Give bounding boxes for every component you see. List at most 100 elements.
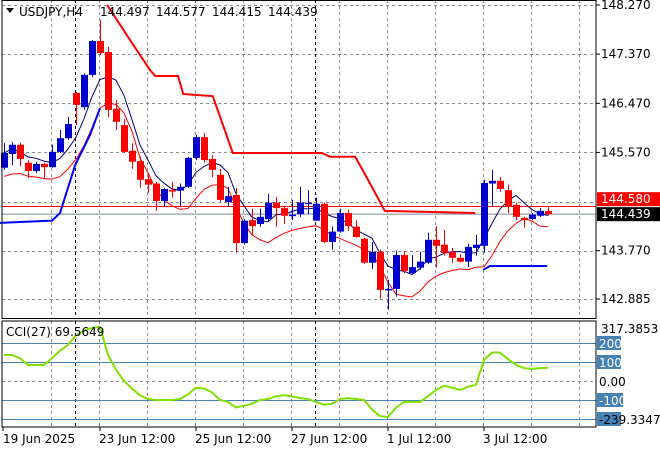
bull-candle: [409, 267, 416, 274]
price-label: 145.570: [601, 145, 651, 159]
bull-candle: [225, 196, 232, 203]
cci-level-label: 100: [599, 356, 622, 370]
cci-level-box: [597, 393, 623, 407]
price-axis[interactable]: 148.270 147.370 146.470 145.570 143.770 142.8…: [596, 0, 660, 306]
cci-level-box: [597, 355, 621, 369]
bull-candle: [89, 41, 96, 75]
ask-price-label: 144.580: [601, 192, 651, 206]
bull-candle: [185, 157, 192, 187]
bull-candle: [265, 202, 272, 220]
bull-candle: [489, 180, 496, 184]
bear-candle: [97, 41, 104, 54]
bear-candle: [433, 239, 440, 246]
cci-level-label: 200: [599, 337, 622, 351]
bear-candle: [145, 179, 152, 185]
high-value: 144.577: [156, 5, 206, 19]
bear-candle: [233, 195, 240, 244]
cci-level-label: 0.00: [599, 375, 626, 389]
bull-candle: [417, 261, 424, 268]
bear-candle: [113, 108, 120, 122]
price-label: 148.270: [601, 0, 651, 12]
low-value: 144.415: [212, 5, 262, 19]
bear-candle: [209, 158, 216, 170]
bear-candle: [321, 203, 328, 242]
close-value: 144.439: [268, 5, 318, 19]
bear-candle: [513, 204, 520, 217]
bull-candle: [337, 213, 344, 232]
bull-candle: [537, 210, 544, 216]
bull-candle: [529, 214, 536, 220]
price-label: 147.370: [601, 47, 651, 61]
bull-candle: [297, 202, 304, 215]
main-panel-border: [1, 0, 597, 319]
bear-candle: [249, 220, 256, 227]
indicators: [0, 4, 549, 298]
bear-candle: [401, 255, 408, 271]
bull-candle: [1, 152, 8, 168]
bear-candle: [353, 226, 360, 238]
time-label: 3 Jul 12:00: [483, 432, 547, 446]
symbol-label: USDJPY,H4: [19, 5, 83, 19]
bid-price-label: 144.439: [601, 207, 651, 221]
bull-candle: [465, 246, 472, 262]
bear-candle: [345, 213, 352, 227]
bear-candle: [545, 211, 552, 215]
bear-candle: [201, 137, 208, 161]
bull-candle: [241, 220, 248, 244]
bull-candle: [177, 186, 184, 191]
time-axis[interactable]: 19 Jun 2025 23 Jun 12:00 25 Jun 12:00 27 Ju…: [2, 427, 547, 446]
bull-candle: [385, 288, 392, 291]
bear-candle: [497, 180, 504, 190]
bull-candle: [161, 189, 168, 202]
bull-candle: [393, 255, 400, 289]
bear-candle: [129, 150, 136, 162]
bear-candle: [281, 208, 288, 216]
bull-candle: [313, 203, 320, 221]
bear-candle: [449, 251, 456, 258]
bear-candle: [25, 162, 32, 171]
ask-price-box: [597, 192, 660, 207]
bear-candle: [505, 190, 512, 208]
bear-candle: [17, 144, 24, 159]
bear-candle: [441, 244, 448, 253]
cci-title: CCI(27) 69.5649: [6, 325, 104, 339]
cci-level-box: [597, 412, 621, 426]
bear-candle: [377, 251, 384, 291]
time-label: 27 Jun 12:00: [291, 432, 367, 446]
cci-level-label: -100: [599, 394, 626, 408]
price-label: 142.885: [601, 292, 651, 306]
time-label: 1 Jul 12:00: [387, 432, 451, 446]
bear-candle: [217, 174, 224, 200]
price-label: 146.470: [601, 96, 651, 110]
bull-candle: [81, 74, 88, 108]
bull-candle: [425, 239, 432, 263]
bull-candle: [33, 163, 40, 171]
cci-panel-border: [1, 320, 597, 428]
cci-line: [4, 325, 549, 419]
bear-candle: [361, 238, 368, 263]
open-value: 144.497: [100, 5, 150, 19]
bear-candle: [73, 92, 80, 105]
support-step-line: [0, 107, 101, 224]
dropdown-triangle-icon[interactable]: [6, 8, 14, 13]
bull-candle: [49, 151, 56, 168]
cci-level-box: [597, 336, 621, 350]
bull-candle: [305, 202, 312, 205]
time-label: 25 Jun 12:00: [195, 432, 271, 446]
candles: [1, 19, 552, 310]
cci-panel: [2, 325, 596, 420]
bear-candle: [457, 257, 464, 262]
bull-candle: [329, 231, 336, 242]
time-label: 19 Jun 2025: [3, 432, 75, 446]
cci-min-label: -239.3347: [599, 413, 660, 427]
bull-candle: [481, 182, 488, 246]
bear-candle: [121, 125, 128, 152]
bull-candle: [473, 244, 480, 248]
bull-candle: [257, 216, 264, 224]
bear-candle: [273, 202, 280, 209]
bull-candle: [289, 214, 296, 217]
chart-header: USDJPY,H4 144.497 144.577 144.415 144.43…: [6, 5, 318, 19]
bull-candle: [57, 138, 64, 152]
